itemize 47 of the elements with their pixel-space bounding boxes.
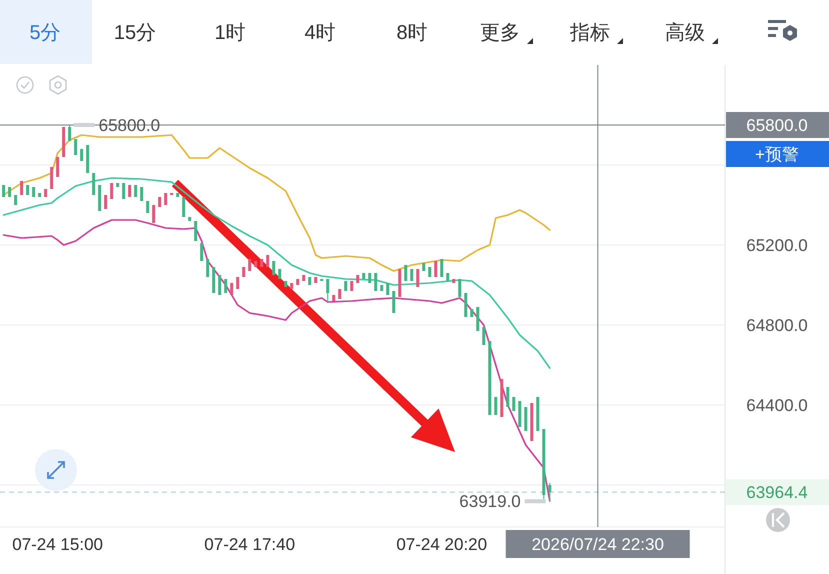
candlestick	[506, 387, 510, 407]
x-tick-label: 07-24 15:00	[12, 535, 103, 554]
candlestick	[152, 205, 156, 223]
candlestick	[68, 124, 72, 142]
candlestick	[104, 195, 108, 209]
candlestick	[206, 259, 210, 277]
candlestick	[92, 173, 96, 195]
candlestick	[140, 187, 144, 201]
x-tick-label: 07-24 17:40	[204, 535, 296, 554]
toolbar: 5分 15分 1时 4时 8时 更多 指标 高级	[0, 0, 718, 64]
candlestick	[194, 221, 198, 241]
candlestick	[440, 259, 444, 277]
candlestick	[416, 269, 420, 287]
text: +预警	[755, 145, 799, 164]
candlestick	[476, 307, 480, 331]
candlestick	[404, 265, 408, 281]
candlestick	[56, 157, 60, 177]
ref-line-label: 65800.0	[746, 116, 808, 135]
candlestick	[326, 278, 330, 304]
candlestick	[392, 291, 396, 313]
candlestick	[20, 181, 24, 195]
candlestick	[434, 261, 438, 277]
ref-line-label: 63964.4	[746, 483, 808, 502]
ref-line-label: 2026/07/24 22:30	[532, 535, 664, 554]
candlestick	[494, 397, 498, 415]
y-tick-label: 64800.0	[746, 316, 808, 335]
candlestick	[110, 183, 114, 199]
candlestick	[182, 197, 186, 217]
candlestick	[224, 279, 228, 293]
candlestick	[200, 243, 204, 261]
candlestick	[458, 279, 462, 297]
candlestick	[482, 327, 486, 345]
y-tick-label: 64400.0	[746, 396, 808, 415]
candlestick	[74, 139, 78, 155]
y-tick-label: 65200.0	[746, 236, 808, 255]
candlestick	[374, 273, 378, 291]
candlestick	[512, 397, 516, 411]
candlestick	[50, 167, 54, 189]
line-series	[2, 177, 551, 369]
candlestick	[464, 293, 468, 317]
x-tick-label: 07-24 20:20	[396, 535, 488, 554]
candlestick	[524, 407, 528, 431]
candlestick	[548, 482, 552, 502]
annotation: 63919.0	[459, 492, 521, 512]
candlestick	[218, 275, 222, 295]
candlestick	[272, 261, 276, 275]
candlestick	[122, 183, 126, 199]
